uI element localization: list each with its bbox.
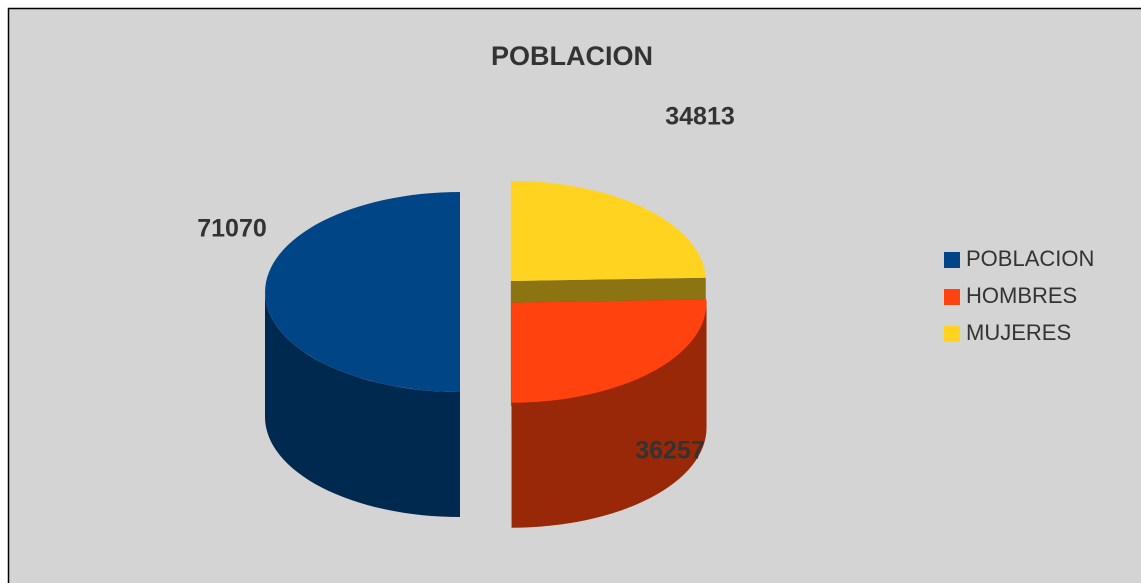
- legend-swatch: [944, 326, 960, 342]
- slice: [265, 192, 460, 392]
- slice: [511, 299, 707, 403]
- data-label: 34813: [665, 103, 735, 131]
- legend-label: MUJERES: [966, 320, 1071, 345]
- legend-label: POBLACION: [966, 246, 1094, 271]
- slice-side: [511, 302, 707, 528]
- data-label: 71070: [197, 215, 267, 243]
- slice-side: [265, 292, 460, 517]
- slice: [510, 180, 706, 281]
- legend-swatch: [944, 289, 960, 305]
- data-label: 36257: [635, 437, 705, 465]
- chart-title: POBLACION: [491, 41, 653, 71]
- legend-swatch: [944, 252, 960, 268]
- legend-label: HOMBRES: [966, 283, 1077, 308]
